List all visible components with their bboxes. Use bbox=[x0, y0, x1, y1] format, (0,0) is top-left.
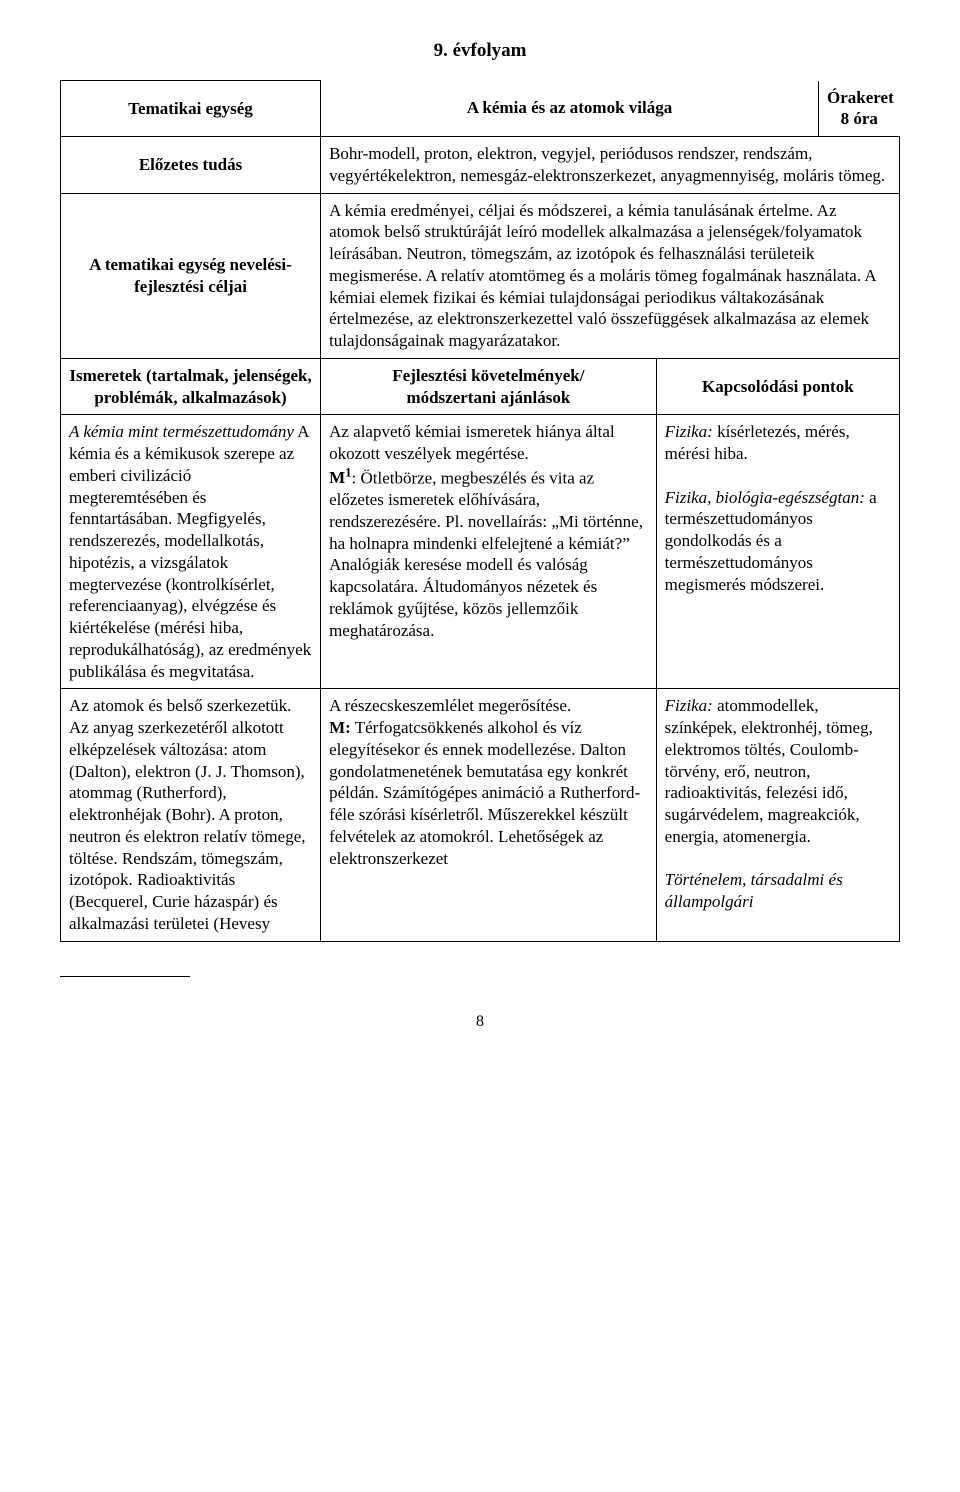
italic-lead: A kémia mint természettudomány bbox=[69, 422, 294, 441]
page-title: 9. évfolyam bbox=[60, 40, 900, 62]
prior-knowledge-text: Bohr-modell, proton, elektron, vegyjel, … bbox=[321, 137, 900, 194]
table-row: Ismeretek (tartalmak, jelenségek, problé… bbox=[61, 358, 900, 415]
hours-cell: Órakeret 8 óra bbox=[819, 81, 900, 137]
col2-header-l2: módszertani ajánlások bbox=[406, 388, 570, 407]
col2-header: Fejlesztési követelmények/ módszertani a… bbox=[321, 358, 657, 415]
links-cell: Fizika: kísérletezés, mérés, mérési hiba… bbox=[656, 415, 899, 689]
requirements-cell: A részecskeszemlélet megerősítése. M: Té… bbox=[321, 689, 657, 941]
hours-label: Órakeret bbox=[827, 88, 894, 107]
hours-value: 8 óra bbox=[841, 109, 878, 128]
table-row: A kémia mint természettudomány A kémia é… bbox=[61, 415, 900, 689]
link-subject: Fizika, biológia-egészségtan: bbox=[665, 488, 865, 507]
table-row: Tematikai egység A kémia és az atomok vi… bbox=[61, 81, 900, 137]
req-text: A részecskeszemlélet megerősítése. bbox=[329, 696, 571, 715]
goals-text: A kémia eredményei, céljai és módszerei,… bbox=[321, 193, 900, 358]
links-cell: Fizika: atommodellek, színképek, elektro… bbox=[656, 689, 899, 941]
content-table: Tematikai egység A kémia és az atomok vi… bbox=[60, 80, 900, 942]
req-text: Térfogatcsökkenés alkohol és víz elegyít… bbox=[329, 718, 640, 868]
req-text: Az alapvető kémiai ismeretek hiánya álta… bbox=[329, 422, 615, 463]
method-label: M1 bbox=[329, 468, 351, 487]
method-label: M: bbox=[329, 718, 351, 737]
thematic-unit-label: Tematikai egység bbox=[61, 81, 321, 137]
content-cell: A kémia mint természettudomány A kémia é… bbox=[61, 415, 321, 689]
link-subject: Fizika: bbox=[665, 422, 713, 441]
page-number: 8 bbox=[60, 1013, 900, 1031]
table-row: Előzetes tudás Bohr-modell, proton, elek… bbox=[61, 137, 900, 194]
content-text: A kémia és a kémikusok szerepe az emberi… bbox=[69, 422, 311, 680]
goals-label: A tematikai egység nevelési-fejlesztési … bbox=[61, 193, 321, 358]
footnote-rule bbox=[60, 976, 190, 977]
link-subject: Fizika: bbox=[665, 696, 713, 715]
table-row: A tematikai egység nevelési-fejlesztési … bbox=[61, 193, 900, 358]
col2-header-l1: Fejlesztési követelmények/ bbox=[392, 366, 584, 385]
table-row: Az atomok és belső szerkezetük. Az anyag… bbox=[61, 689, 900, 941]
unit-title: A kémia és az atomok világa bbox=[321, 81, 818, 137]
req-text: : Ötletbörze, megbeszélés és vita az elő… bbox=[329, 468, 643, 639]
prior-knowledge-label: Előzetes tudás bbox=[61, 137, 321, 194]
requirements-cell: Az alapvető kémiai ismeretek hiánya álta… bbox=[321, 415, 657, 689]
content-cell: Az atomok és belső szerkezetük. Az anyag… bbox=[61, 689, 321, 941]
col1-header: Ismeretek (tartalmak, jelenségek, problé… bbox=[61, 358, 321, 415]
link-text: atommodellek, színképek, elektronhéj, tö… bbox=[665, 696, 873, 846]
col3-header: Kapcsolódási pontok bbox=[656, 358, 899, 415]
link-subject: Történelem, társadalmi és állampolgári bbox=[665, 870, 843, 911]
